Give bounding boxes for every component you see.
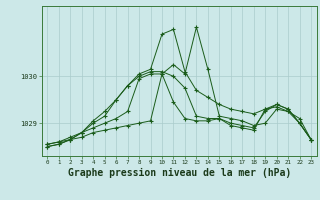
X-axis label: Graphe pression niveau de la mer (hPa): Graphe pression niveau de la mer (hPa) (68, 168, 291, 178)
